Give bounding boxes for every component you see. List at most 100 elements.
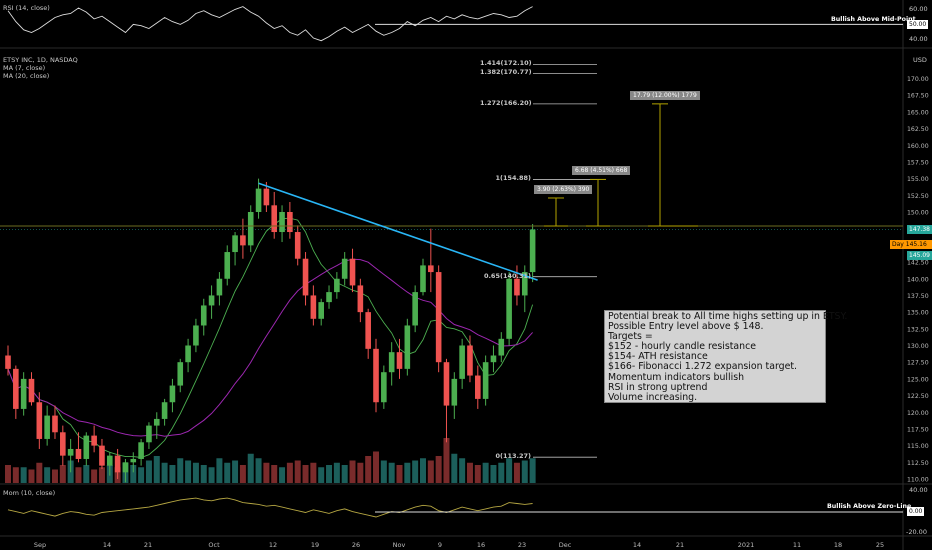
candles bbox=[5, 178, 536, 483]
volume-bar bbox=[373, 451, 380, 483]
volume-bar bbox=[247, 453, 254, 483]
volume-bar bbox=[130, 465, 137, 483]
y-tick-label: 115.00 bbox=[907, 443, 929, 450]
rsi-level-label: Bullish Above Mid-Point bbox=[830, 16, 917, 23]
candle-body bbox=[138, 442, 144, 459]
candle-body bbox=[208, 295, 215, 306]
prev-price-prefix: Day bbox=[892, 241, 904, 249]
volume-bar bbox=[498, 462, 505, 483]
candle-body bbox=[310, 295, 317, 319]
y-tick-label: 137.50 bbox=[907, 293, 929, 300]
y-tick-label: 167.50 bbox=[907, 93, 929, 100]
candle-body bbox=[482, 362, 489, 399]
y-tick-label: 165.00 bbox=[907, 109, 929, 116]
x-tick-label: 21 bbox=[676, 541, 684, 549]
x-tick-label: 16 bbox=[477, 541, 485, 549]
mom-level-tag: 0.00 bbox=[907, 507, 925, 516]
x-tick-label: 18 bbox=[834, 541, 842, 549]
x-tick-label: 19 bbox=[311, 541, 319, 549]
fib-label: 1.382(170.77) bbox=[480, 68, 532, 77]
volume-bar bbox=[521, 460, 528, 483]
volume-bars bbox=[5, 438, 536, 483]
currency-label: USD bbox=[913, 56, 927, 64]
measure-badge: 6.68 (4.51%) 668 bbox=[572, 166, 631, 176]
candle-body bbox=[451, 378, 458, 406]
candle-body bbox=[224, 252, 231, 279]
measure-badge: 17.79 (12.00%) 1779 bbox=[630, 90, 700, 100]
note-line: Possible Entry level above $ 148. bbox=[608, 321, 764, 333]
candle-body bbox=[318, 302, 324, 319]
y-tick-label: 112.50 bbox=[907, 460, 929, 467]
fib-label: 1.414(172.10) bbox=[480, 59, 532, 68]
analysis-note[interactable]: Potential break to All time highs settin… bbox=[604, 310, 847, 403]
candle-body bbox=[36, 402, 43, 439]
volume-bar bbox=[302, 465, 309, 483]
y-tick-label: 110.00 bbox=[907, 477, 929, 484]
volume-bar bbox=[279, 467, 286, 483]
volume-bar bbox=[208, 467, 215, 483]
main-title: ETSY INC, 1D, NASDAQ bbox=[3, 56, 78, 64]
candle-body bbox=[44, 415, 50, 439]
y-tick-label: 125.00 bbox=[907, 376, 929, 383]
candle-body bbox=[443, 362, 450, 406]
volume-bar bbox=[91, 469, 98, 483]
volume-bar bbox=[435, 456, 442, 483]
x-tick-label: 25 bbox=[876, 541, 884, 549]
candle-body bbox=[334, 278, 340, 293]
x-tick-label: Nov bbox=[393, 541, 406, 549]
y-tick-label: 127.50 bbox=[907, 360, 929, 367]
x-tick-label: 2021 bbox=[738, 541, 755, 549]
volume-bar bbox=[310, 462, 317, 483]
prev-price-value: 145.16 bbox=[905, 241, 927, 249]
candle-body bbox=[373, 348, 379, 403]
candle-body bbox=[20, 378, 27, 409]
volume-bar bbox=[28, 469, 35, 483]
mom-tick-neg20: -20.00 bbox=[906, 528, 927, 536]
y-tick-label: 132.50 bbox=[907, 326, 929, 333]
ma7-label: MA (7, close) bbox=[3, 64, 46, 72]
volume-bar bbox=[224, 462, 231, 483]
volume-bar bbox=[44, 467, 51, 483]
volume-bar bbox=[529, 458, 536, 483]
current-price-tag: 147.38 bbox=[907, 225, 932, 235]
note-line: RSI in strong uptrend bbox=[608, 381, 708, 393]
candle-body bbox=[357, 285, 364, 313]
x-tick-label: Sep bbox=[34, 541, 46, 549]
volume-bar bbox=[271, 465, 278, 483]
note-line: Targets = bbox=[608, 331, 653, 343]
y-tick-label: 142.50 bbox=[907, 260, 929, 267]
y-tick-label: 155.00 bbox=[907, 176, 929, 183]
ma20-line bbox=[7, 258, 533, 437]
volume-bar bbox=[36, 462, 43, 483]
volume-bar bbox=[294, 460, 301, 483]
y-tick-label: 120.00 bbox=[907, 410, 929, 417]
note-line: $166- Fibonacci 1.272 expansion target. bbox=[608, 361, 798, 373]
volume-bar bbox=[263, 462, 270, 483]
volume-bar bbox=[161, 462, 168, 483]
candle-body bbox=[185, 345, 191, 363]
volume-bar bbox=[153, 456, 160, 483]
volume-bar bbox=[286, 462, 293, 483]
candle-body bbox=[153, 418, 160, 426]
y-tick-label: 140.00 bbox=[907, 276, 929, 283]
x-tick-label: 26 bbox=[352, 541, 360, 549]
candle-body bbox=[169, 385, 176, 403]
candle-body bbox=[60, 432, 66, 456]
rsi-level-tag: 50.00 bbox=[907, 20, 929, 29]
rsi-line bbox=[7, 6, 533, 42]
x-tick-label: 14 bbox=[633, 541, 641, 549]
candle-body bbox=[412, 292, 418, 326]
candle-body bbox=[146, 425, 152, 443]
volume-bar bbox=[388, 462, 395, 483]
candle-body bbox=[28, 378, 35, 403]
candle-body bbox=[349, 258, 356, 286]
note-line: Volume increasing. bbox=[608, 391, 698, 403]
candle-body bbox=[467, 345, 473, 376]
candle-body bbox=[99, 445, 105, 466]
volume-bar bbox=[357, 462, 364, 483]
mom-title: Mom (10, close) bbox=[3, 489, 56, 497]
rsi-title: RSI (14, close) bbox=[3, 4, 50, 12]
candle-body bbox=[435, 272, 442, 363]
volume-bar bbox=[404, 462, 411, 483]
